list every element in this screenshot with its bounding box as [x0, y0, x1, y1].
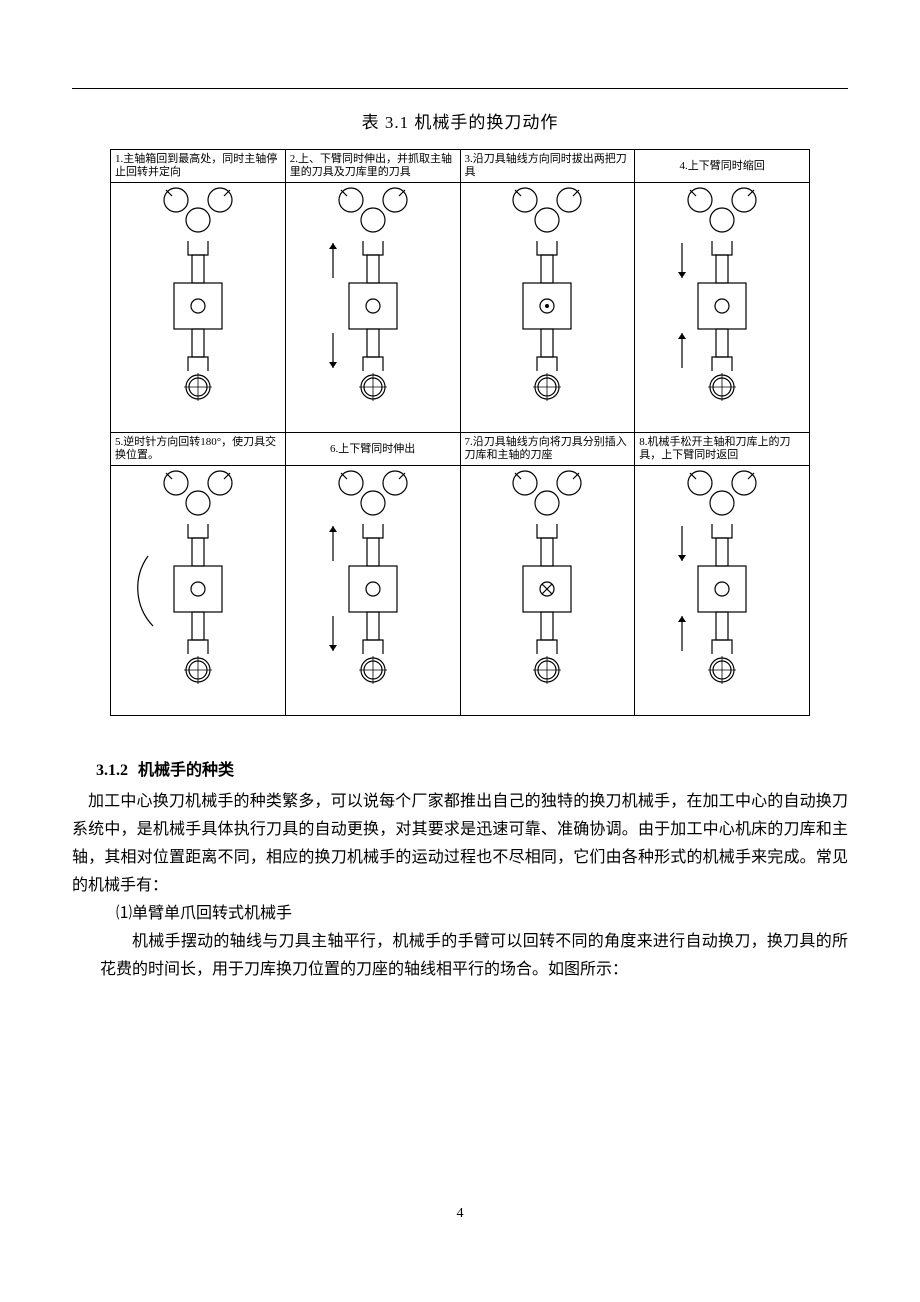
step-diagram-7 [460, 466, 635, 716]
step-diagram-4 [635, 183, 810, 433]
section-number: 3.1.2 [96, 762, 128, 779]
page-number: 4 [0, 1206, 920, 1222]
section-item-1: ⑴单臂单爪回转式机械手 [72, 900, 848, 928]
table-caption: 表 3.1 机械手的换刀动作 [72, 108, 848, 133]
step-diagram-3 [460, 183, 635, 433]
step-label-7: 7.沿刀具轴线方向将刀具分别插入刀库和主轴的刀座 [460, 433, 635, 466]
step-diagram-5 [111, 466, 286, 716]
step-label-2: 2.上、下臂同时伸出，并抓取主轴里的刀具及刀库里的刀具 [285, 150, 460, 183]
step-diagram-8 [635, 466, 810, 716]
step-diagram-2 [285, 183, 460, 433]
section-heading: 3.1.2 机械手的种类 [96, 756, 848, 780]
step-label-3: 3.沿刀具轴线方向同时拔出两把刀具 [460, 150, 635, 183]
step-label-8: 8.机械手松开主轴和刀库上的刀具，上下臂同时返回 [635, 433, 810, 466]
section-para-2: 机械手摆动的轴线与刀具主轴平行，机械手的手臂可以回转不同的角度来进行自动换刀，换… [72, 928, 848, 984]
step-label-4: 4.上下臂同时缩回 [635, 150, 810, 183]
step-label-1: 1.主轴箱回到最高处，同时主轴停止回转并定向 [111, 150, 286, 183]
tool-change-steps-table: 1.主轴箱回到最高处，同时主轴停止回转并定向 2.上、下臂同时伸出，并抓取主轴里… [110, 149, 810, 716]
step-label-5: 5.逆时针方向回转180°，使刀具交换位置。 [111, 433, 286, 466]
step-label-6: 6.上下臂同时伸出 [285, 433, 460, 466]
step-diagram-6 [285, 466, 460, 716]
step-diagram-1 [111, 183, 286, 433]
item-1-label: ⑴单臂单爪回转式机械手 [116, 905, 292, 922]
top-rule [72, 88, 848, 89]
section-para-1: 加工中心换刀机械手的种类繁多，可以说每个厂家都推出自己的独特的换刀机械手，在加工… [72, 788, 848, 900]
section-title: 机械手的种类 [138, 762, 234, 779]
